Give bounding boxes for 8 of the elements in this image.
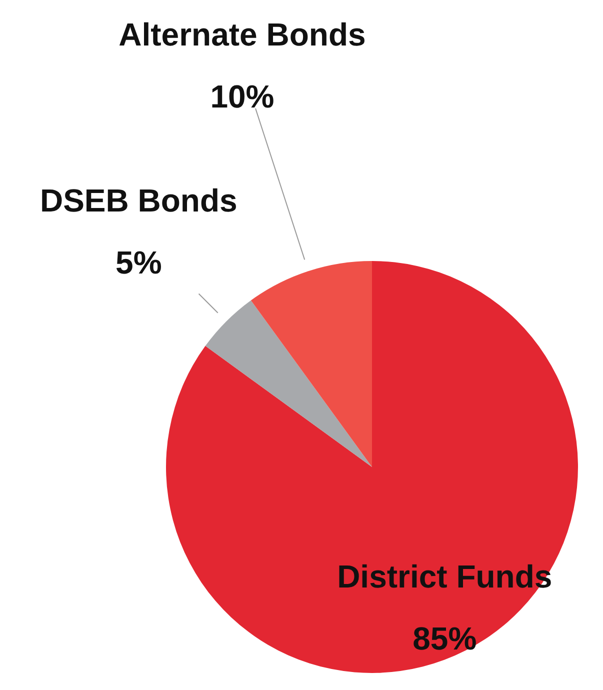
data-label: 5%	[116, 244, 162, 281]
data-label: 10%	[210, 78, 274, 115]
slice-label: Alternate Bonds	[118, 16, 366, 53]
pie-slice	[205, 300, 372, 467]
slice-label: DSEB Bonds	[40, 182, 238, 219]
data-label: 85%	[412, 620, 477, 657]
pie-slice	[166, 261, 578, 673]
pie-slice	[250, 261, 372, 467]
